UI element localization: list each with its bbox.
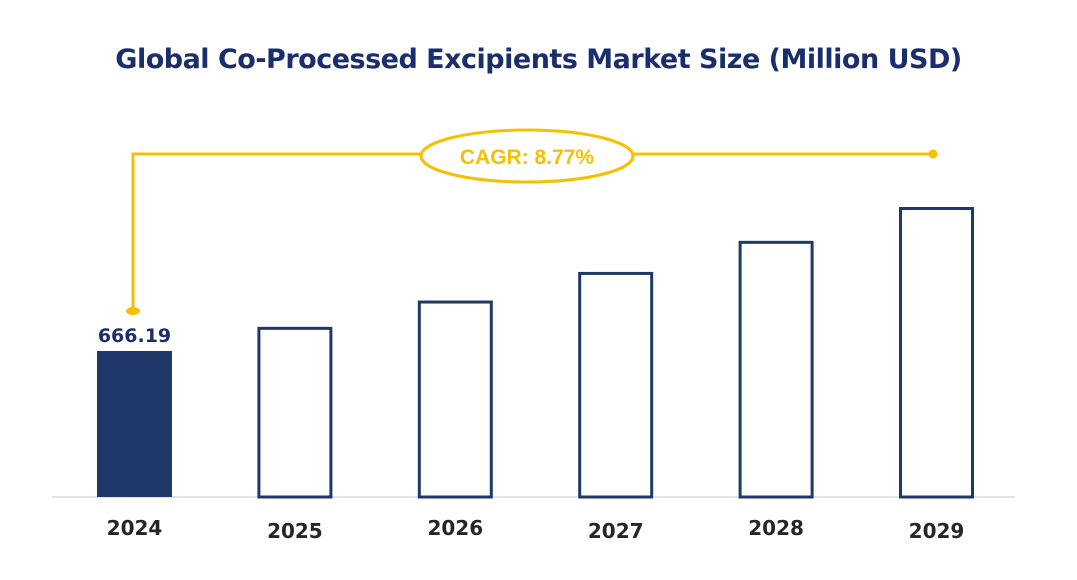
data-label: 666.19	[98, 325, 171, 347]
cagr-annotation: CAGR: 8.77%	[126, 128, 938, 315]
cagr-connector-line	[131, 152, 421, 311]
cagr-end-dot	[928, 149, 938, 159]
x-tick-label: 2028	[748, 516, 804, 540]
x-tick-label: 2029	[909, 519, 965, 543]
bar-2025	[257, 326, 333, 499]
bar-2029	[899, 207, 974, 499]
cagr-ellipse	[419, 128, 635, 184]
bar-2024	[97, 351, 172, 497]
x-tick-label: 2027	[588, 519, 644, 543]
cagr-label: CAGR: 8.77%	[460, 146, 595, 169]
bar-2026	[417, 300, 493, 499]
chart-title: Global Co-Processed Excipients Market Si…	[115, 44, 962, 75]
bar-2028	[738, 240, 814, 499]
x-tick-label: 2026	[427, 516, 483, 540]
cagr-start-dot	[126, 307, 140, 315]
x-tick-label: 2024	[107, 516, 163, 540]
bar-2027	[578, 271, 654, 499]
x-tick-label: 2025	[267, 519, 323, 543]
